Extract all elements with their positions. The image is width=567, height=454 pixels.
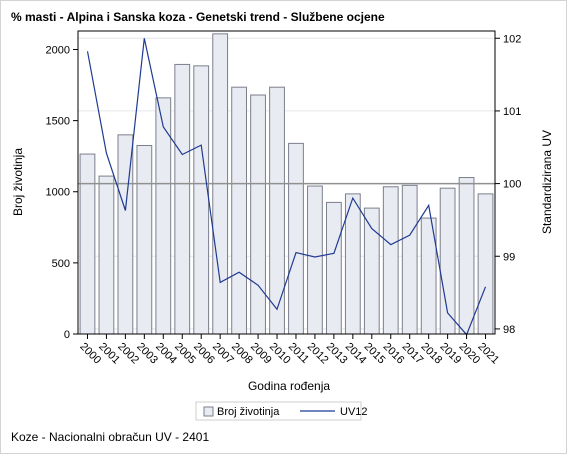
x-tick-label-2007: 2007 — [210, 341, 236, 367]
footnote: Koze - Nacionalni obračun UV - 2401 — [11, 430, 210, 444]
x-tick-label-2006: 2006 — [191, 341, 217, 367]
legend-border — [195, 401, 362, 421]
x-tick-label-2018: 2018 — [419, 341, 445, 367]
y2-tick-label-99: 99 — [503, 251, 515, 263]
x-axis-label: Godina rođenja — [248, 379, 330, 393]
y-tick-label-1000: 1000 — [46, 187, 70, 199]
bar-2001 — [98, 175, 115, 335]
bar-2011 — [288, 142, 304, 335]
x-tick-label-2000: 2000 — [77, 341, 103, 367]
y2-axis-label: Standardizirana UV — [540, 130, 554, 234]
y-tick-label-0: 0 — [64, 329, 70, 341]
x-tick-label-2013: 2013 — [324, 341, 350, 367]
bar-2000 — [79, 153, 96, 335]
x-tick-label-2016: 2016 — [381, 341, 407, 367]
x-tick-label-2003: 2003 — [134, 341, 160, 367]
bar-2015 — [363, 207, 380, 335]
bar-2010 — [269, 86, 285, 335]
legend: Broj životinja UV12 — [195, 401, 368, 421]
bar-2017 — [401, 184, 418, 335]
x-tick-label-2010: 2010 — [267, 341, 293, 367]
y2-tick-label-100: 100 — [503, 179, 521, 191]
legend-swatch-bar — [203, 406, 214, 417]
bar-2020 — [458, 177, 475, 335]
x-tick-label-2021: 2021 — [475, 341, 501, 367]
bar-2004 — [155, 97, 172, 335]
x-tick-label-2004: 2004 — [153, 341, 179, 367]
bar-2009 — [250, 94, 266, 335]
x-tick-label-2009: 2009 — [248, 341, 274, 367]
legend-label-bar: Broj životinja — [217, 406, 280, 418]
bar-2005 — [174, 63, 191, 335]
bar-2013 — [325, 201, 342, 335]
x-tick-label-2017: 2017 — [400, 341, 426, 367]
bar-2003 — [136, 145, 153, 335]
y-axis-label: Broj životinja — [11, 148, 25, 216]
line-uv12 — [86, 38, 487, 336]
x-tick-label-2011: 2011 — [286, 341, 311, 366]
x-tick-label-2005: 2005 — [172, 341, 198, 367]
chart-title: % masti - Alpina i Sanska koza - Genetsk… — [11, 10, 385, 24]
line-layer — [86, 38, 487, 336]
x-tick-label-2020: 2020 — [456, 341, 482, 367]
y-tick-label-500: 500 — [52, 258, 70, 270]
x-tick-label-2001: 2001 — [96, 341, 122, 367]
y2-tick-label-98: 98 — [503, 324, 515, 336]
bar-2021 — [477, 193, 494, 335]
y-tick-label-1500: 1500 — [46, 116, 70, 128]
bar-2016 — [382, 186, 399, 335]
y2-tick-label-102: 102 — [503, 33, 521, 45]
bar-2008 — [231, 86, 248, 335]
y2-tick-label-101: 101 — [503, 106, 521, 118]
bar-2006 — [193, 65, 210, 335]
x-tick-label-2008: 2008 — [229, 341, 255, 367]
x-tick-label-2019: 2019 — [437, 341, 463, 367]
plot-frame — [77, 30, 496, 335]
y-tick-label-2000: 2000 — [46, 44, 70, 56]
bar-2012 — [307, 185, 323, 335]
legend-label-line: UV12 — [340, 406, 368, 418]
x-tick-label-2012: 2012 — [305, 341, 331, 367]
x-tick-label-2002: 2002 — [115, 341, 141, 367]
x-tick-label-2015: 2015 — [362, 341, 388, 367]
x-tick-label-2014: 2014 — [343, 341, 369, 367]
